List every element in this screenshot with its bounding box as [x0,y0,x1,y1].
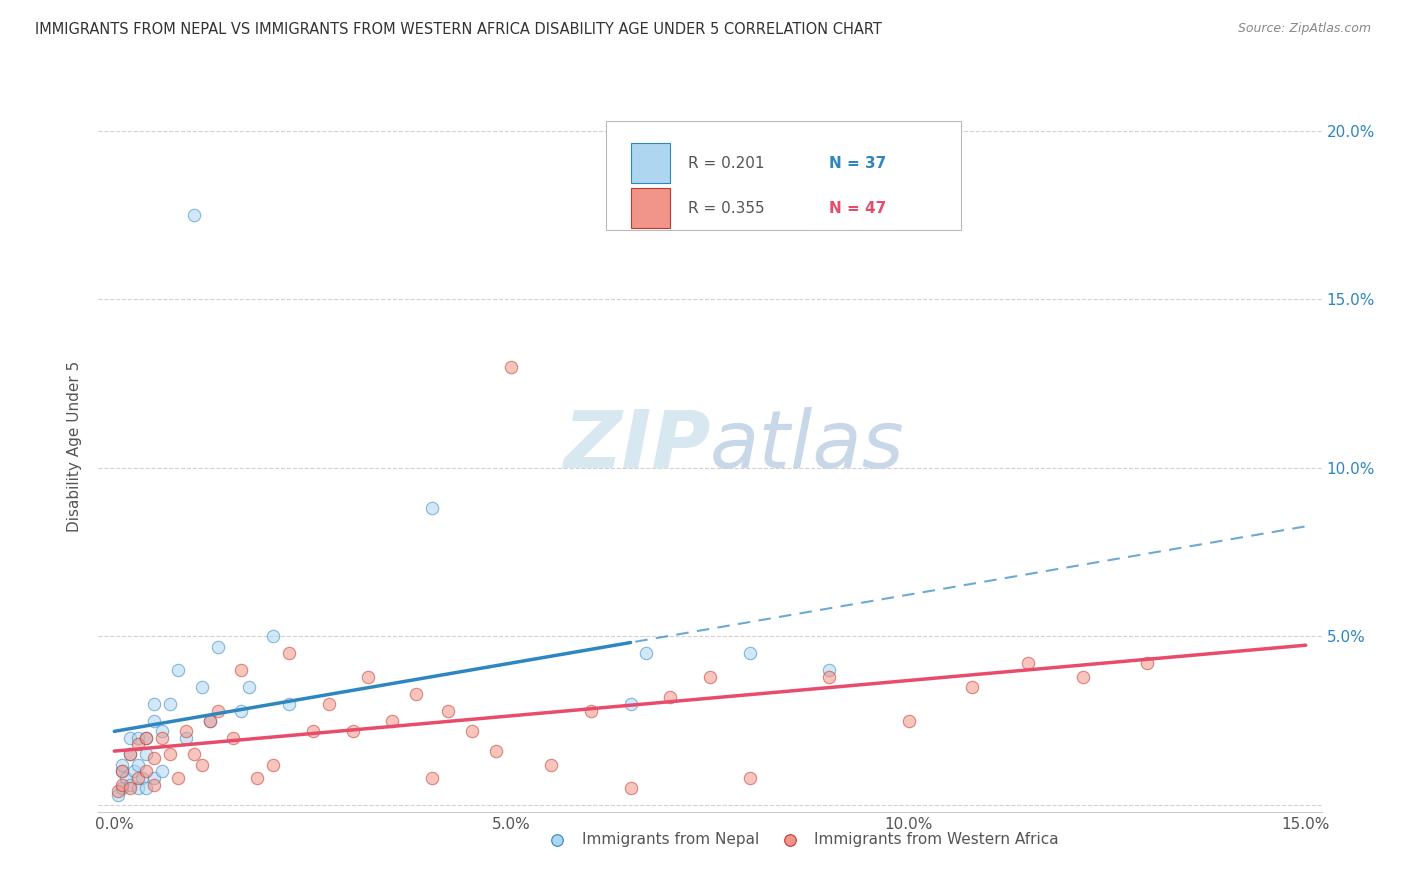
Point [342,723,364,738]
Point [111,764,134,779]
Point [159,747,181,762]
Point [143,771,166,785]
FancyBboxPatch shape [630,143,669,183]
Point [278,646,301,660]
Point [115,771,138,785]
Point [960,680,983,694]
Text: IMMIGRANTS FROM NEPAL VS IMMIGRANTS FROM WESTERN AFRICA DISABILITY AGE UNDER 5 C: IMMIGRANTS FROM NEPAL VS IMMIGRANTS FROM… [35,22,882,37]
Point [190,757,212,772]
Point [659,690,682,705]
Point [579,704,602,718]
Point [198,714,221,728]
Point [738,771,761,785]
Point [143,697,166,711]
Point [135,731,157,745]
Point [135,747,157,762]
Point [302,723,325,738]
Point [501,359,523,374]
Point [150,731,173,745]
Point [143,778,166,792]
Point [190,680,212,694]
Point [1136,657,1159,671]
Point [150,764,173,779]
Point [127,781,149,796]
Point [120,781,142,796]
Point [135,764,157,779]
Point [357,670,380,684]
Point [484,744,506,758]
Point [122,764,145,779]
Text: atlas: atlas [710,407,905,485]
Point [159,697,181,711]
Point [1073,670,1095,684]
Point [207,704,229,718]
Point [238,680,260,694]
Point [262,630,284,644]
Point [107,788,129,802]
Point [437,704,460,718]
Point [420,501,443,516]
Point [111,757,134,772]
Point [111,764,134,779]
Point [620,697,643,711]
Text: Immigrants from Western Africa: Immigrants from Western Africa [814,832,1059,847]
Point [135,781,157,796]
Point [461,723,484,738]
Point [405,687,427,701]
Point [818,663,841,677]
Point [818,670,841,684]
Text: Source: ZipAtlas.com: Source: ZipAtlas.com [1237,22,1371,36]
Point [198,714,221,728]
Point [127,737,149,751]
Point [897,714,920,728]
Point [174,731,197,745]
Point [278,697,301,711]
Point [111,778,134,792]
Point [183,208,205,222]
Point [246,771,269,785]
Point [135,731,157,745]
Text: R = 0.201: R = 0.201 [688,155,765,170]
Point [127,757,149,772]
Y-axis label: Disability Age Under 5: Disability Age Under 5 [67,360,83,532]
Point [127,731,149,745]
Point [207,640,229,654]
FancyBboxPatch shape [630,188,669,228]
Point [262,757,284,772]
Point [381,714,404,728]
Point [143,714,166,728]
Point [1017,657,1039,671]
Point [120,747,142,762]
Point [120,747,142,762]
Text: R = 0.355: R = 0.355 [688,201,765,216]
Point [318,697,340,711]
Text: ZIP: ZIP [562,407,710,485]
Point [420,771,443,785]
Point [127,771,149,785]
Point [636,646,658,660]
Text: N = 37: N = 37 [828,155,886,170]
Point [120,731,142,745]
Point [120,778,142,792]
Text: N = 47: N = 47 [828,201,886,216]
Point [166,771,188,785]
Point [738,646,761,660]
Point [231,663,253,677]
Point [231,704,253,718]
Point [143,751,166,765]
Point [150,723,173,738]
Point [183,747,205,762]
FancyBboxPatch shape [606,120,960,230]
Point [131,771,153,785]
Point [174,723,197,738]
Point [540,757,562,772]
Point [699,670,721,684]
Point [620,781,643,796]
Point [222,731,245,745]
Point [166,663,188,677]
Text: Immigrants from Nepal: Immigrants from Nepal [582,832,759,847]
Point [107,784,129,798]
Point [111,781,134,796]
